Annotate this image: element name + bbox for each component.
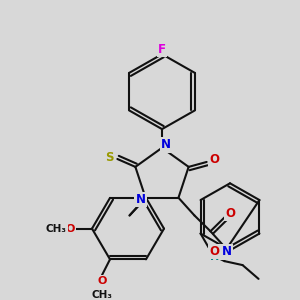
Text: N: N (221, 245, 232, 258)
Text: H: H (210, 252, 219, 262)
Text: O: O (97, 276, 107, 286)
Text: CH₃: CH₃ (92, 290, 112, 300)
Text: S: S (105, 151, 114, 164)
Text: N: N (161, 138, 171, 152)
Text: O: O (65, 224, 75, 234)
Text: N: N (136, 193, 146, 206)
Text: O: O (210, 245, 220, 258)
Text: O: O (210, 154, 220, 166)
Text: CH₃: CH₃ (46, 224, 67, 234)
Text: O: O (226, 207, 236, 220)
Text: F: F (158, 43, 166, 56)
